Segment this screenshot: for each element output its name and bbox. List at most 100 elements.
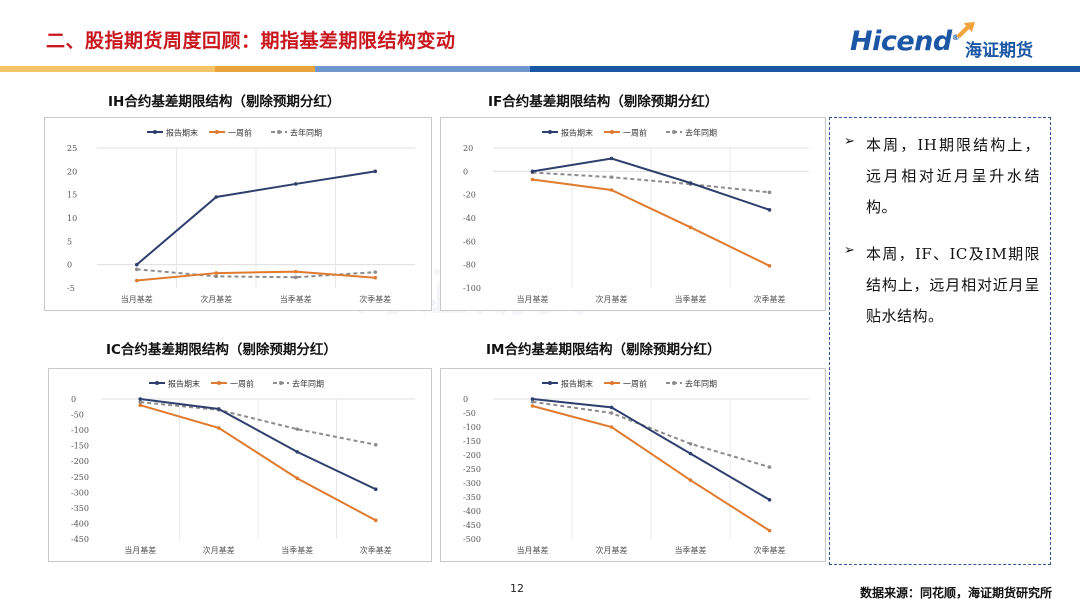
y-tick-label: 20 (463, 144, 473, 153)
x-tick-label: 次月基差 (596, 545, 628, 555)
x-tick-label: 次季基差 (754, 545, 786, 555)
chart-ih: 报告期末 一周前 去年同期 -5 0 5 10 15 20 25 当月基差 次月基差 当季基差 次季基差 (44, 117, 432, 311)
data-point (214, 274, 219, 279)
y-tick-label: 0 (67, 261, 72, 270)
legend-label: 去年同期 (290, 128, 322, 138)
legend-label: 报告期末 (561, 128, 593, 138)
y-tick-label: -150 (71, 442, 89, 451)
data-point (214, 195, 219, 199)
legend-item: 一周前 (211, 379, 254, 389)
data-point (530, 397, 535, 401)
company-logo: Hicend® 海证期货 (850, 22, 1050, 64)
data-point (767, 190, 772, 195)
data-point (293, 275, 298, 280)
data-point (138, 400, 143, 404)
legend-item: 一周前 (604, 128, 647, 138)
legend-item: 去年同期 (666, 128, 717, 138)
legend-label: 去年同期 (685, 379, 717, 389)
arrow-bullet-icon: ➢ (844, 134, 855, 149)
y-tick-label: -100 (463, 284, 481, 293)
data-point (373, 270, 378, 274)
series-line-1 (532, 157, 770, 211)
header-stripe (0, 66, 1080, 72)
logo-arrow-icon (956, 22, 975, 38)
data-point (609, 411, 614, 415)
y-tick-label: -5 (67, 284, 75, 293)
legend-label: 报告期末 (561, 379, 593, 389)
arrow-bullet-icon: ➢ (844, 243, 855, 258)
y-tick-label: -450 (463, 521, 481, 530)
x-tick-label: 次月基差 (200, 294, 232, 304)
y-tick-label: -350 (463, 493, 481, 502)
data-point (530, 177, 535, 182)
data-point (767, 264, 772, 268)
y-tick-label: -100 (71, 426, 89, 435)
legend-marker (610, 130, 614, 134)
legend-marker (215, 130, 219, 134)
y-tick-label: -100 (463, 423, 481, 432)
legend-item: 一周前 (209, 128, 252, 138)
legend-marker (548, 130, 552, 134)
x-tick-label: 当月基差 (124, 545, 156, 555)
y-tick-label: -400 (71, 519, 89, 528)
series-line-1 (140, 398, 377, 491)
data-point (530, 169, 535, 174)
y-tick-label: -80 (463, 261, 476, 270)
chart-title-ih: IH合约基差期限结构（剔除预期分红） (108, 94, 341, 110)
x-tick-label: 当季基差 (280, 294, 312, 304)
x-tick-label: 当月基差 (517, 294, 549, 304)
legend-marker (217, 381, 221, 385)
chart-svg: 报告期末 一周前 去年同期 -450 -400 -350 -300 -250 -200 -150 -… (71, 379, 415, 555)
y-tick-label: 0 (71, 395, 76, 404)
y-tick-label: -250 (71, 473, 89, 482)
legend-marker (277, 130, 281, 134)
y-tick-label: -200 (71, 457, 89, 466)
legend-item: 去年同期 (273, 379, 324, 389)
y-tick-label: -60 (463, 237, 476, 246)
data-point (609, 405, 614, 410)
y-tick-label: 0 (463, 395, 468, 404)
data-point (373, 275, 378, 280)
series-line-1 (136, 170, 376, 266)
data-point (688, 478, 693, 482)
y-tick-label: -150 (463, 437, 481, 446)
chart-title-if: IF合约基差期限结构（剔除预期分红） (488, 94, 719, 110)
data-point (609, 425, 614, 429)
x-tick-label: 次月基差 (596, 294, 628, 304)
data-source: 数据来源：同花顺，海证期货研究所 (859, 586, 1052, 600)
data-point (609, 156, 614, 161)
data-point (293, 269, 298, 274)
legend-label: 报告期末 (168, 379, 200, 389)
chart-title-im: IM合约基差期限结构（剔除预期分红） (486, 342, 721, 358)
page-title: 二、股指期货周度回顾：期指基差期限结构变动 (46, 30, 456, 52)
chart-im: 报告期末 一周前 去年同期 -500 -450 -400 -350 -300 -250 -200-… (440, 368, 826, 562)
y-tick-label: 20 (67, 167, 77, 176)
x-tick-label: 次季基差 (359, 294, 391, 304)
legend-marker (672, 381, 676, 385)
y-tick-label: -50 (463, 409, 476, 418)
legend-label: 报告期末 (166, 128, 198, 138)
y-tick-label: -250 (463, 465, 481, 474)
chart-title-ic: IC合约基差期限结构（剔除预期分红） (106, 342, 337, 358)
data-point (688, 181, 693, 185)
chart-svg: 报告期末 一周前 去年同期-500-450-400-350-300-250-200-… (463, 379, 809, 555)
data-point (767, 208, 772, 212)
series-line-3 (532, 400, 770, 468)
legend-marker (672, 130, 676, 134)
series-line-2 (532, 405, 771, 532)
data-point (293, 182, 298, 186)
data-point (138, 397, 143, 401)
legend-item: 去年同期 (271, 128, 322, 138)
commentary-box: ➢ 本周，IH期限结构上，远月相对近月呈升水结构。 ➢ 本周，IF、IC及IM期… (829, 117, 1051, 565)
data-point (134, 267, 139, 272)
y-tick-label: -20 (463, 191, 476, 200)
y-tick-label: -300 (463, 479, 481, 488)
series-line-2 (136, 270, 376, 282)
data-point (688, 442, 693, 446)
note-item: ➢ 本周，IH期限结构上，远月相对近月呈升水结构。 (844, 130, 1040, 223)
data-point (216, 426, 221, 430)
logo-chinese-name: 海证期货 (965, 41, 1033, 61)
data-point (767, 498, 772, 502)
data-point (138, 403, 143, 408)
legend-label: 一周前 (230, 379, 254, 389)
